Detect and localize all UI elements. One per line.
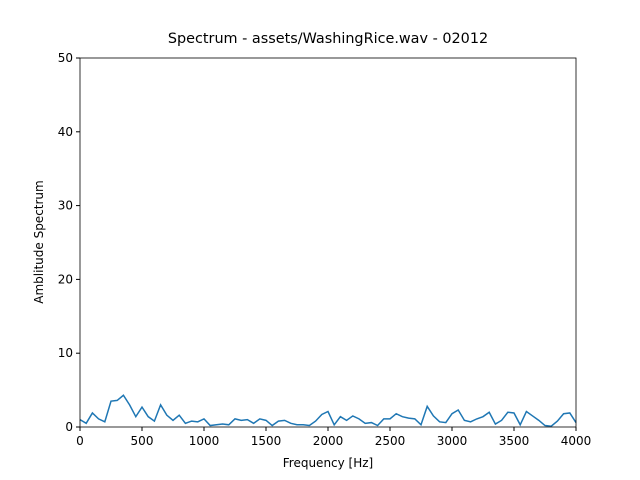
y-tick-label: 10 [58, 346, 73, 360]
x-tick-label: 1000 [189, 434, 220, 448]
data-line [79, 394, 577, 428]
x-tick-label: 4000 [561, 434, 592, 448]
y-tick-label: 20 [58, 272, 73, 286]
x-tick-label: 3500 [499, 434, 530, 448]
plot-frame [79, 57, 577, 428]
x-tick-label: 2500 [375, 434, 406, 448]
x-tick-label: 500 [131, 434, 154, 448]
chart-title: Spectrum - assets/WashingRice.wav - 0201… [168, 31, 488, 47]
y-tick-label: 30 [58, 199, 73, 213]
x-tick-label: 0 [76, 434, 84, 448]
x-axis-label: Frequency [Hz] [283, 456, 374, 470]
y-tick-label: 40 [58, 125, 73, 139]
x-tick-label: 2000 [313, 434, 344, 448]
x-tick-label: 1500 [251, 434, 282, 448]
y-axis-label: Amblitude Spectrum [32, 180, 46, 303]
y-tick-label: 50 [58, 51, 73, 65]
y-tick-label: 0 [65, 420, 73, 434]
x-tick-label: 3000 [437, 434, 468, 448]
